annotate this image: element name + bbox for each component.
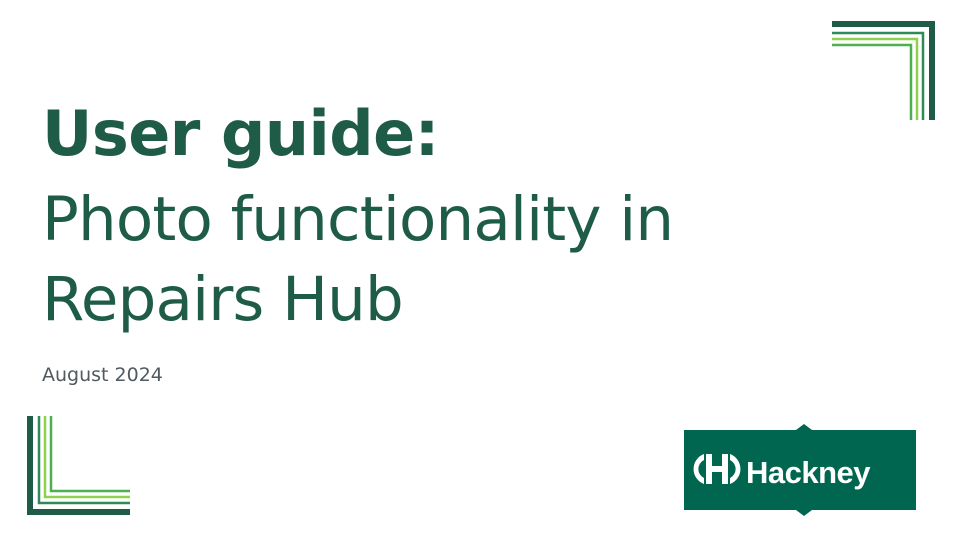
slide-title-heading: User guide: bbox=[42, 97, 439, 170]
slide-date: August 2024 bbox=[42, 364, 163, 386]
top-right-corner-decoration bbox=[832, 21, 935, 120]
logo-wordmark: Hackney bbox=[746, 455, 871, 490]
subtitle-line-1: Photo functionality in bbox=[42, 184, 674, 255]
hackney-h-logo-icon bbox=[693, 454, 741, 484]
bottom-left-corner-decoration bbox=[27, 416, 130, 515]
subtitle-line-2: Repairs Hub bbox=[42, 264, 404, 335]
slide-subtitle: Photo functionality in Repairs Hub bbox=[42, 180, 674, 340]
hackney-logo: Hackney bbox=[684, 424, 916, 516]
